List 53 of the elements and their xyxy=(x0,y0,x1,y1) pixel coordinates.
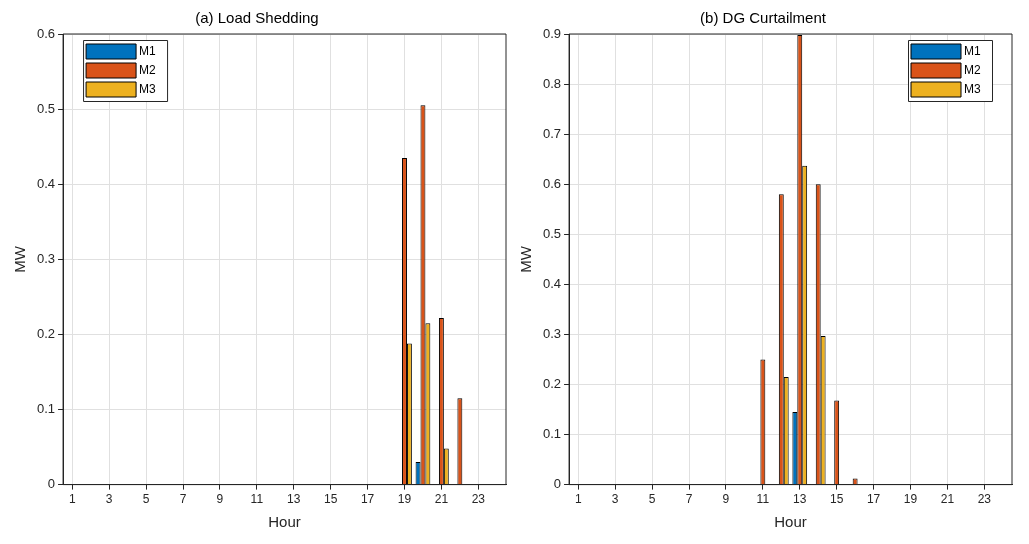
x-tick-label: 17 xyxy=(866,492,881,507)
x-tick-label: 1 xyxy=(574,492,582,507)
x-tick-label: 15 xyxy=(323,492,338,507)
x-tick-label: 13 xyxy=(793,492,807,507)
y-tick-label: 0 xyxy=(553,476,562,492)
x-tick-label: 5 xyxy=(648,492,656,507)
y-tick-label: 0.1 xyxy=(36,401,56,417)
x-tick-label: 7 xyxy=(179,492,187,507)
y-axis-title: MW xyxy=(517,245,535,273)
y-tick-label: 0.3 xyxy=(36,250,56,266)
legend-label: M2 xyxy=(964,62,981,77)
x-tick-label: 1 xyxy=(68,492,76,507)
y-tick-label: 0.5 xyxy=(36,100,56,116)
legend-label: M1 xyxy=(964,43,981,58)
x-tick-label: 21 xyxy=(434,492,449,507)
legend-label: M2 xyxy=(139,62,157,77)
x-tick-label: 23 xyxy=(471,492,486,507)
x-axis-title: Hour xyxy=(774,513,807,531)
y-tick-label: 0.7 xyxy=(542,125,562,141)
y-tick-label: 0.8 xyxy=(542,75,562,91)
x-tick-label: 7 xyxy=(685,492,693,507)
x-tick-label: 15 xyxy=(829,492,844,507)
y-tick-label: 0.6 xyxy=(36,25,56,41)
x-tick-label: 19 xyxy=(397,492,412,507)
x-tick-label: 9 xyxy=(722,492,730,507)
y-tick-label: 0.5 xyxy=(542,225,562,241)
x-tick-label: 23 xyxy=(977,492,992,507)
x-tick-label: 13 xyxy=(287,492,301,507)
x-axis-title: Hour xyxy=(268,513,301,531)
legend-label: M3 xyxy=(139,81,157,96)
x-tick-label: 5 xyxy=(142,492,150,507)
x-tick-label: 3 xyxy=(611,492,619,507)
legend-label: M1 xyxy=(139,43,157,58)
y-tick-label: 0.2 xyxy=(36,325,56,341)
x-tick-label: 9 xyxy=(216,492,224,507)
legend-label: M3 xyxy=(964,81,981,96)
chart-title: (b) DG Curtailment xyxy=(700,9,827,27)
x-tick-label: 11 xyxy=(756,492,770,507)
x-tick-label: 3 xyxy=(105,492,113,507)
y-tick-label: 0.2 xyxy=(542,376,562,392)
x-tick-label: 19 xyxy=(903,492,918,507)
y-tick-label: 0.1 xyxy=(542,426,562,442)
y-tick-label: 0.3 xyxy=(542,325,562,341)
y-tick-label: 0.4 xyxy=(36,175,56,191)
y-tick-label: 0 xyxy=(47,476,56,492)
x-tick-label: 17 xyxy=(360,492,375,507)
y-tick-label: 0.9 xyxy=(542,25,562,41)
chart-title: (a) Load Shedding xyxy=(195,9,319,27)
x-tick-label: 11 xyxy=(250,492,264,507)
x-tick-label: 21 xyxy=(940,492,955,507)
y-axis-title: MW xyxy=(11,245,29,273)
y-tick-label: 0.4 xyxy=(542,275,562,291)
y-tick-label: 0.6 xyxy=(542,175,562,191)
